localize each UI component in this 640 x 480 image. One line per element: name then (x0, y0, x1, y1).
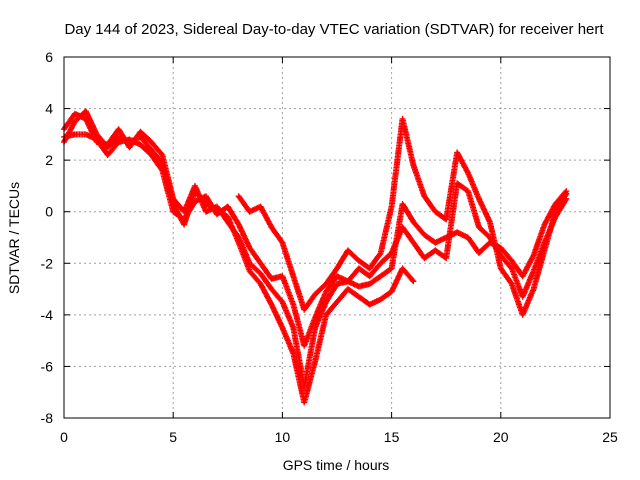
x-tick-label: 0 (60, 429, 68, 445)
y-tick-label: -2 (41, 255, 54, 271)
tick-labels: 0 5 10 15 20 25 -8 -6 -4 -2 0 2 4 6 (41, 49, 618, 445)
series-day-2 (61, 110, 570, 391)
x-tick-label: 10 (275, 429, 291, 445)
y-tick-label: -6 (41, 358, 54, 374)
series-day-4 (235, 115, 570, 318)
series-markers (61, 110, 570, 391)
plot-frame (63, 56, 611, 419)
y-tick-label: 0 (45, 204, 53, 220)
grid-lines (64, 57, 610, 418)
y-axis-label: SDTVAR / TECUs (6, 182, 22, 294)
chart-title: Day 144 of 2023, Sidereal Day-to-day VTE… (64, 21, 604, 38)
axis-ticks (63, 56, 611, 419)
y-tick-label: -4 (41, 307, 54, 323)
y-tick-label: 6 (45, 49, 53, 65)
x-axis-label: GPS time / hours (283, 457, 390, 473)
x-tick-label: 5 (169, 429, 177, 445)
series-markers (61, 108, 417, 406)
series-markers (235, 115, 570, 318)
data-series (61, 108, 570, 406)
x-tick-label: 15 (384, 429, 400, 445)
y-tick-label: 2 (45, 152, 53, 168)
y-tick-label: -8 (41, 410, 54, 426)
x-tick-label: 25 (602, 429, 618, 445)
y-tick-label: 4 (45, 101, 53, 117)
x-tick-label: 20 (493, 429, 509, 445)
series-day-1 (61, 108, 417, 406)
